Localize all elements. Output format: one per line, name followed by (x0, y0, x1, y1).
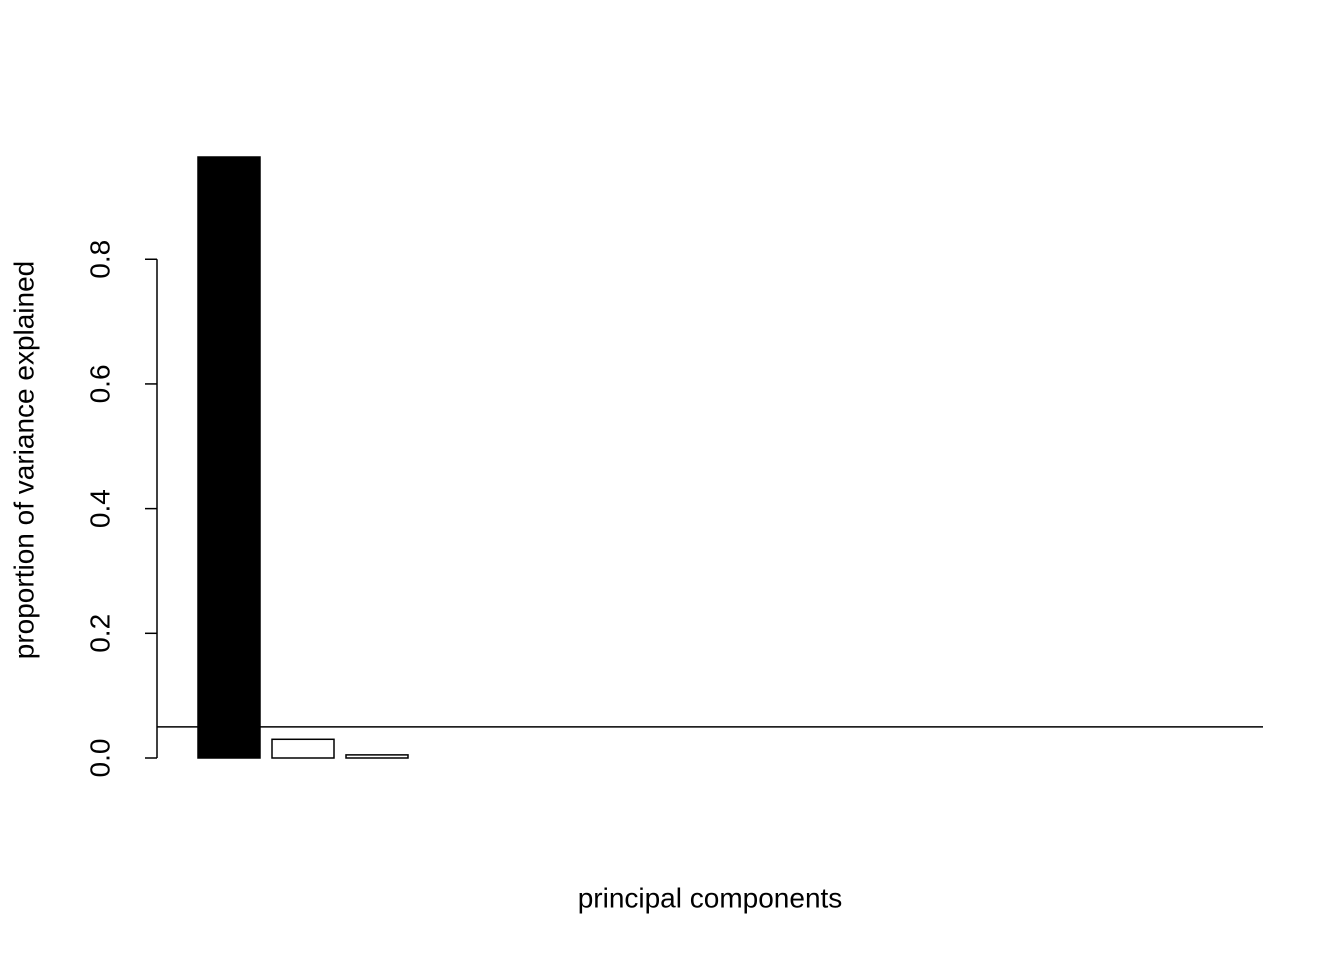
y-tick-label: 0.2 (84, 614, 115, 653)
bar (271, 738, 335, 759)
bar (345, 754, 409, 759)
bar (197, 156, 261, 759)
y-tick-label: 0.6 (84, 364, 115, 403)
y-tick-label: 0.0 (84, 739, 115, 778)
x-axis-label: principal components (578, 882, 843, 913)
y-tick-label: 0.8 (84, 240, 115, 279)
y-tick-label: 0.4 (84, 489, 115, 528)
y-axis-label: proportion of variance explained (8, 261, 39, 659)
